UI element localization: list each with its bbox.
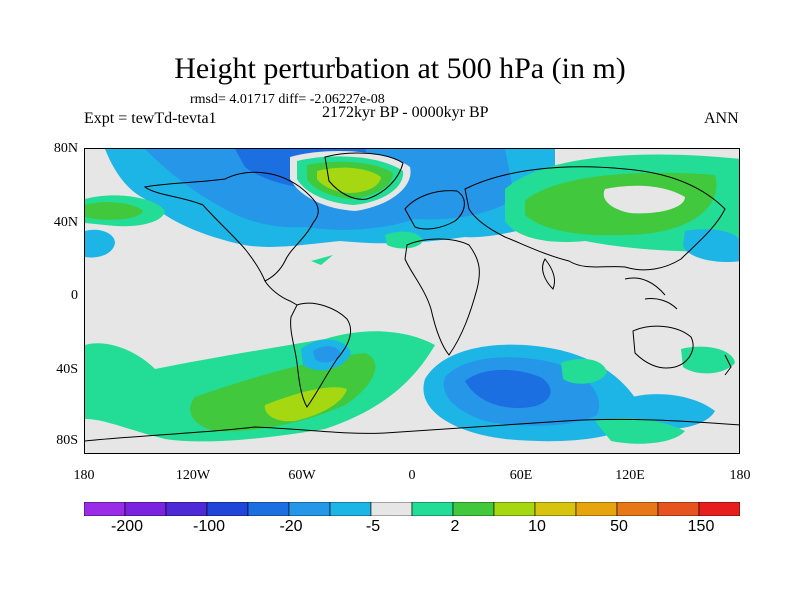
anomaly-region-australia-pos (561, 358, 607, 384)
coast-se-asia (624, 277, 678, 310)
colorbar-label-2: -100 (192, 518, 226, 535)
map-panel (84, 148, 740, 454)
colorbar-swatch (657, 502, 700, 516)
colorbar-swatch (616, 502, 659, 516)
anomaly-region-sindian-neg-core (465, 369, 551, 408)
anomaly-field (85, 149, 739, 444)
colorbar-swatch (698, 502, 740, 516)
anomaly-region-npacific-neg-core (85, 202, 143, 220)
anomaly-region-south-pos-mid (190, 353, 376, 432)
coast-antarctica (85, 418, 739, 442)
coast-greenland (324, 152, 404, 200)
anomaly-region-spacific-pos (681, 346, 735, 374)
lat-label-40n: 40N (53, 215, 78, 230)
coast-new-zealand (724, 354, 732, 376)
colorbar-swatch (370, 502, 413, 516)
colorbar-swatch (452, 502, 495, 516)
anomaly-region-south-pos-west (85, 355, 114, 393)
anomaly-region-atlantic-pos (385, 231, 423, 249)
coastlines (85, 152, 739, 442)
lon-label-120w: 120W (175, 468, 211, 483)
colorbar-label-4: -5 (365, 518, 381, 535)
anomaly-region-npacific-east-neg (683, 229, 739, 262)
lat-label-40s: 40S (56, 362, 78, 377)
colorbar-swatch (124, 502, 167, 516)
colorbar-swatch (247, 502, 290, 516)
colorbar-swatch (329, 502, 372, 516)
lat-label-eq: 0 (71, 288, 78, 303)
anomaly-region-greenland-pos-core (317, 167, 381, 193)
experiment-label: Expt = tewTd-tevta1 (84, 110, 217, 127)
anomaly-region-antarctic-pos (595, 418, 685, 444)
coast-central-america (264, 280, 298, 306)
colorbar-swatch (493, 502, 536, 516)
colorbar-swatch (288, 502, 331, 516)
colorbar-swatch (575, 502, 618, 516)
season-label: ANN (704, 110, 739, 127)
colorbar-swatch (165, 502, 208, 516)
anomaly-region-satlantic-neg-core (313, 346, 341, 363)
coast-australia (632, 325, 694, 369)
stats-label: rmsd= 4.01717 diff= -2.06227e-08 (190, 92, 385, 107)
lon-label-0: 0 (408, 468, 416, 483)
colorbar-label-8: 150 (687, 518, 715, 535)
colorbar-swatch (534, 502, 577, 516)
coast-asia (464, 166, 726, 271)
coast-india (542, 258, 556, 290)
coast-africa (404, 238, 480, 356)
lon-label-60e: 60E (509, 468, 533, 483)
coast-south-america (290, 302, 352, 408)
colorbar-swatch (84, 502, 126, 516)
coast-europe (404, 190, 465, 230)
colorbar-swatches (84, 502, 740, 516)
lon-label-180e: 180 (729, 468, 751, 483)
colorbar-label-1: -200 (110, 518, 144, 535)
colorbar-label-6: 10 (528, 518, 546, 535)
colorbar-swatch (206, 502, 249, 516)
plot-title: Height perturbation at 500 hPa (in m) (174, 52, 626, 85)
anomaly-region-pacific-neg2 (85, 229, 115, 258)
colorbar-label-5: 2 (450, 518, 460, 535)
anomaly-region-atlantic-pos-small (311, 255, 333, 265)
lon-label-120e: 120E (615, 468, 645, 483)
lat-label-80s: 80S (56, 433, 78, 448)
colorbar (84, 502, 740, 516)
period-label: 2172kyr BP - 0000kyr BP (322, 104, 489, 121)
colorbar-label-7: 50 (610, 518, 628, 535)
colorbar-label-3: -20 (279, 518, 303, 535)
lat-label-80n: 80N (53, 141, 78, 156)
lon-label-60w: 60W (288, 468, 316, 483)
anomaly-region-asia-neutral (603, 185, 685, 214)
lon-label-180w: 180 (73, 468, 95, 483)
colorbar-swatch (411, 502, 454, 516)
